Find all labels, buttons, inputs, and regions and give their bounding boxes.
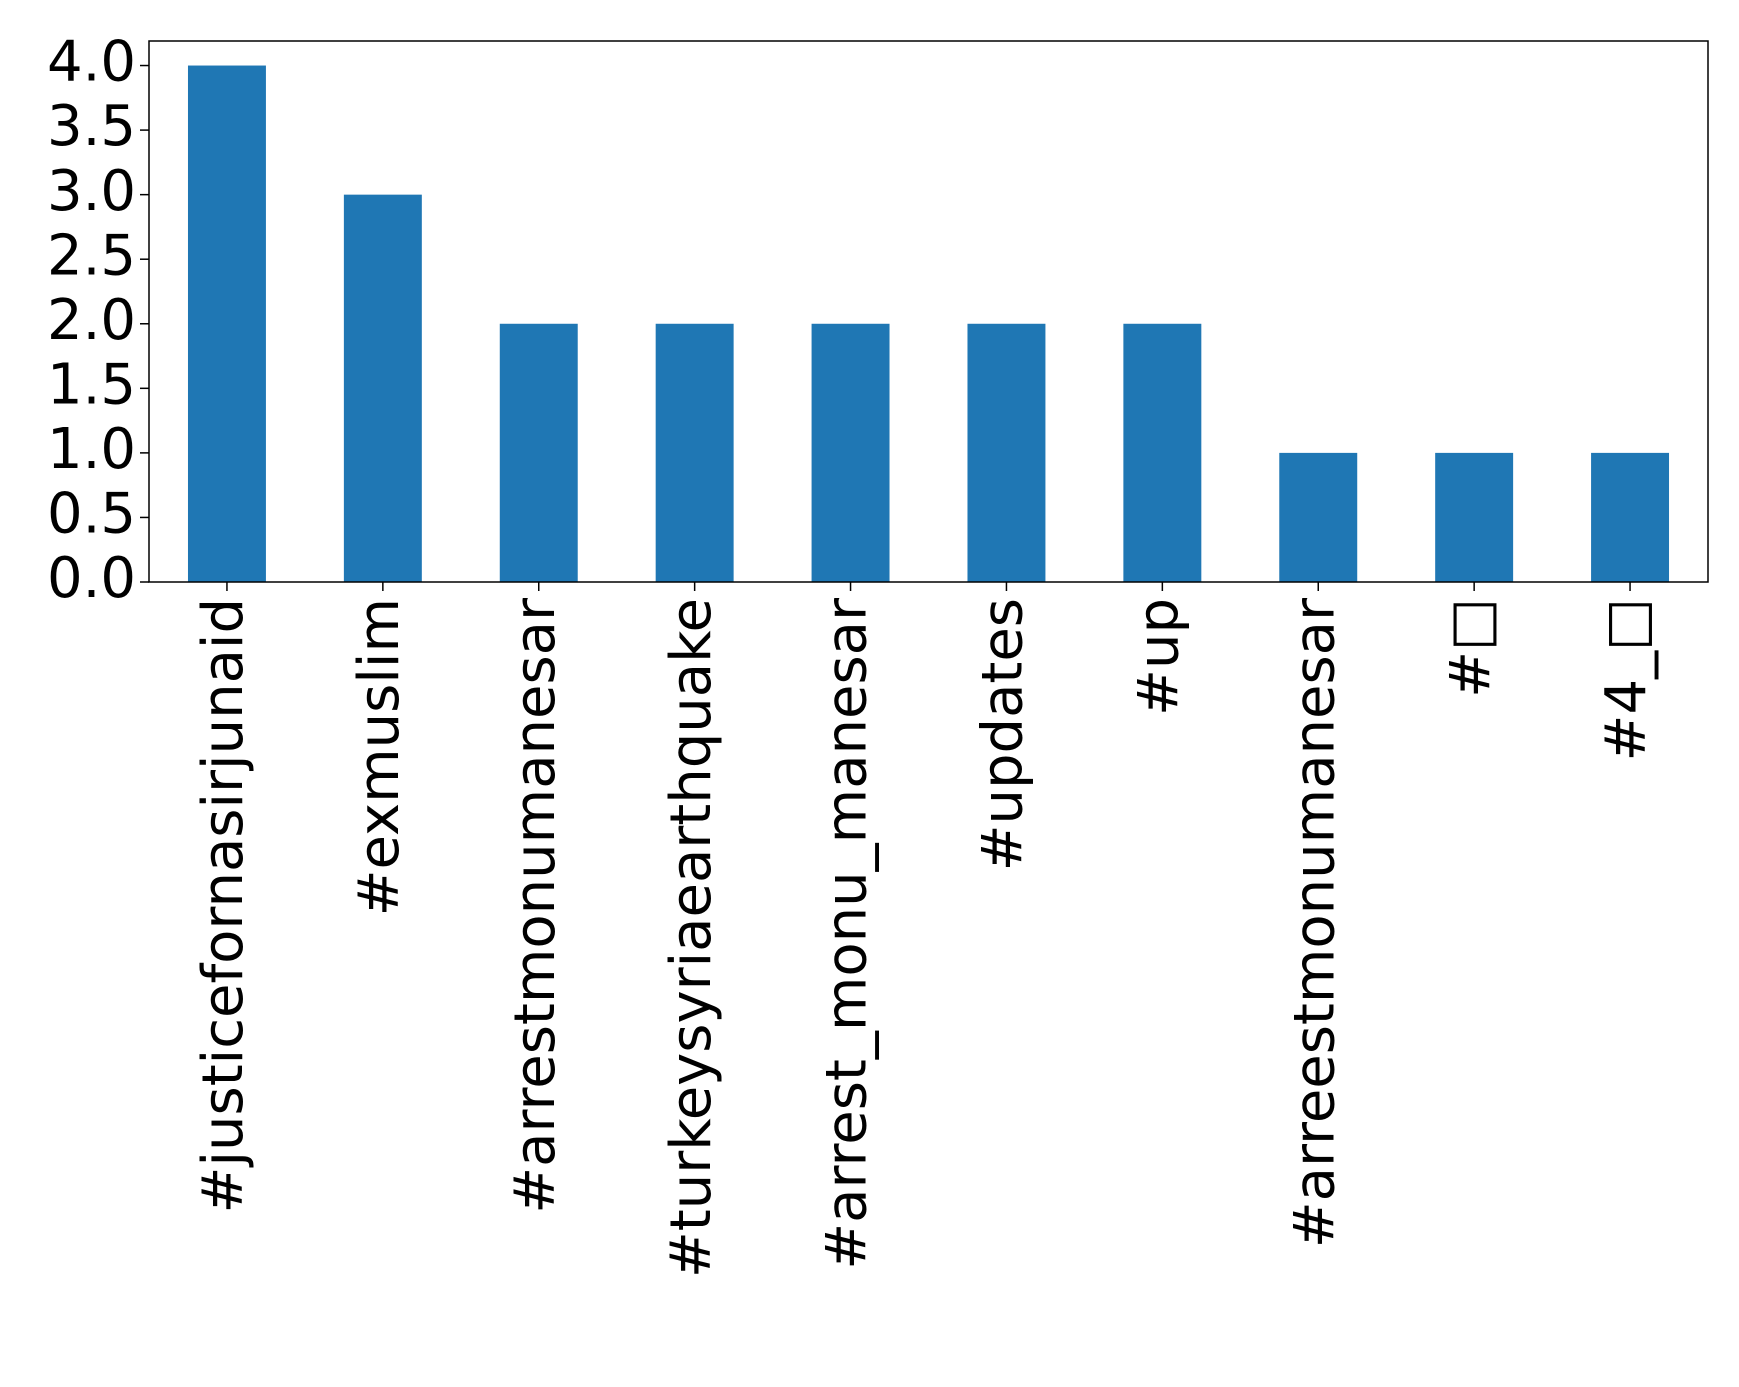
bar bbox=[499, 323, 578, 582]
bar bbox=[343, 194, 422, 582]
x-tick-label: #turkeysyriaearthquake bbox=[659, 598, 724, 1278]
x-tick-label: #justicefornasirjunaid bbox=[191, 598, 256, 1213]
x-tick-label: #arrest_monu_manesar bbox=[815, 597, 880, 1270]
bar bbox=[1123, 323, 1202, 582]
y-tick-label: 1.0 bbox=[47, 417, 136, 482]
x-tick-label: #arreestmonumanesar bbox=[1282, 597, 1347, 1248]
bar bbox=[187, 65, 266, 582]
x-tick-label: #□ bbox=[1438, 598, 1503, 698]
plot-frame bbox=[148, 40, 1709, 583]
bar bbox=[967, 323, 1046, 582]
bar bbox=[1279, 452, 1358, 582]
x-tick-label: #arrestmonumanesar bbox=[503, 597, 568, 1214]
x-tick-label: #4_□ bbox=[1594, 598, 1659, 761]
bar bbox=[1435, 452, 1514, 582]
x-tick-label: #updates bbox=[971, 598, 1036, 871]
y-tick-label: 3.0 bbox=[47, 159, 136, 224]
y-tick-label: 0.5 bbox=[47, 482, 136, 547]
y-tick-label: 0.0 bbox=[47, 546, 136, 611]
y-tick-label: 3.5 bbox=[47, 94, 136, 159]
bar bbox=[1591, 452, 1670, 582]
bar bbox=[655, 323, 734, 582]
x-tick-label: #exmuslim bbox=[347, 598, 412, 916]
y-tick-label: 2.5 bbox=[47, 223, 136, 288]
x-tick-label: #up bbox=[1126, 598, 1191, 716]
bar bbox=[811, 323, 890, 582]
y-tick-label: 1.5 bbox=[47, 352, 136, 417]
y-tick-label: 2.0 bbox=[47, 288, 136, 353]
y-tick-label: 4.0 bbox=[47, 30, 136, 95]
